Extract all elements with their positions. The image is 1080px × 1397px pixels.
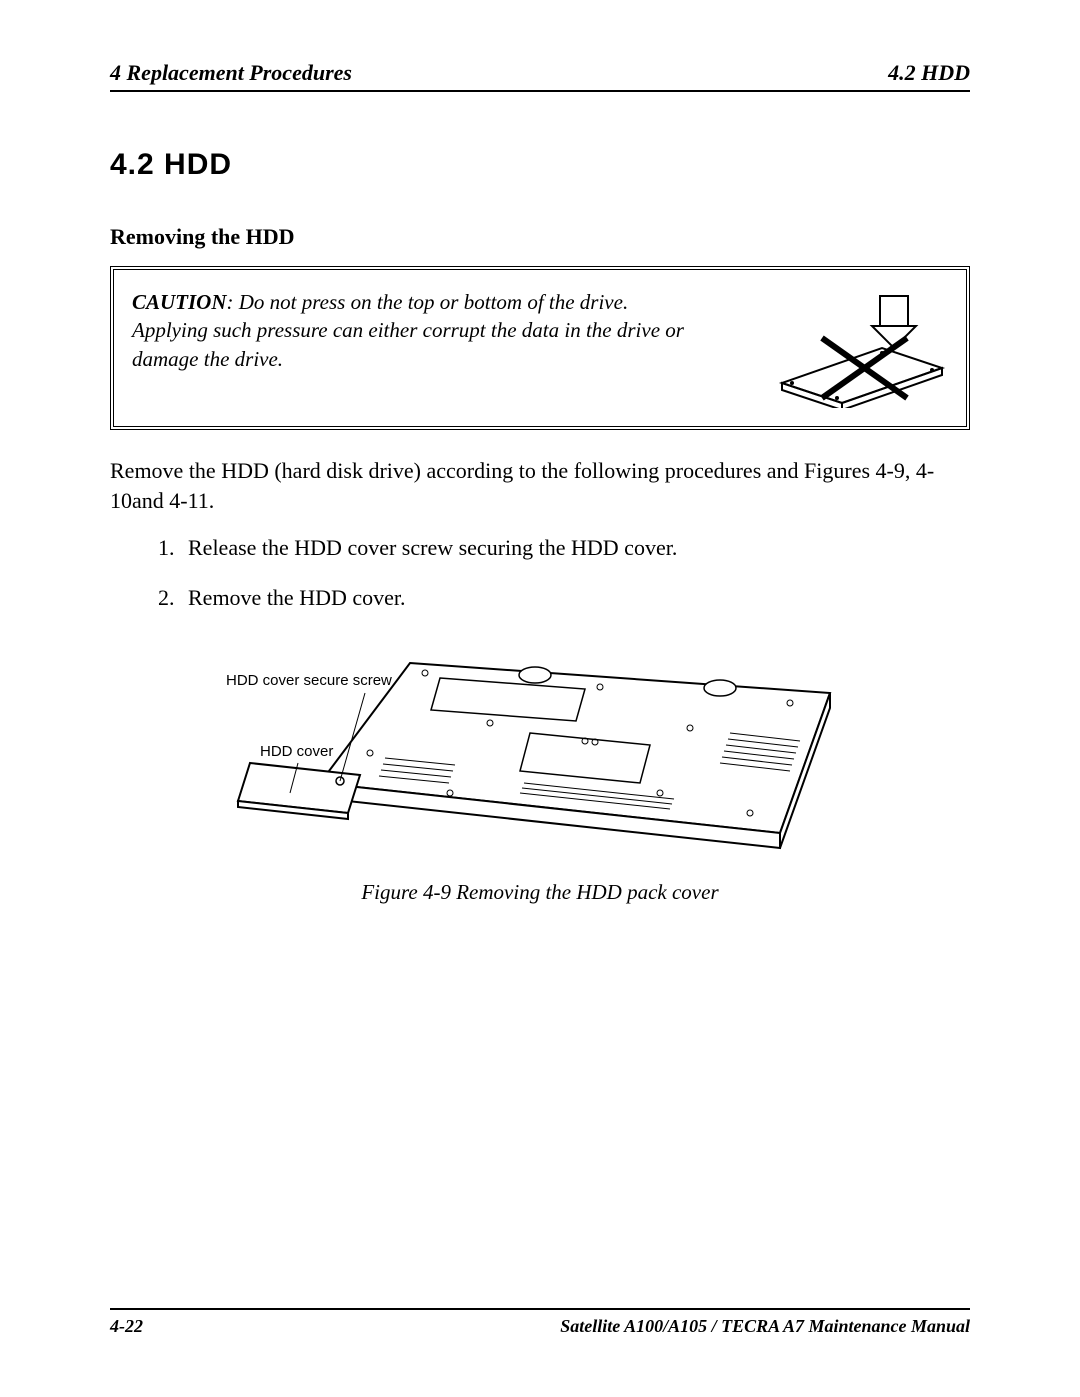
laptop-bottom-diagram: HDD cover secure screw HDD cover xyxy=(190,633,890,863)
caution-line1: : Do not press on the top or bottom of t… xyxy=(227,290,629,314)
steps-list: Release the HDD cover screw securing the… xyxy=(110,533,970,612)
figure-label-screw: HDD cover secure screw xyxy=(226,672,392,689)
caution-text: CAUTION: Do not press on the top or bott… xyxy=(132,288,742,373)
header-right: 4.2 HDD xyxy=(888,60,970,86)
page-container: 4 Replacement Procedures 4.2 HDD 4.2 HDD… xyxy=(110,60,970,1337)
body-paragraph: Remove the HDD (hard disk drive) accordi… xyxy=(110,456,970,515)
caution-box: CAUTION: Do not press on the top or bott… xyxy=(110,266,970,430)
footer-page-number: 4-22 xyxy=(110,1316,143,1337)
step-item: Release the HDD cover screw securing the… xyxy=(180,533,970,563)
figure-4-9: HDD cover secure screw HDD cover Figure … xyxy=(110,633,970,905)
section-title: 4.2 HDD xyxy=(110,148,970,182)
footer-manual-title: Satellite A100/A105 / TECRA A7 Maintenan… xyxy=(560,1316,970,1337)
subheading: Removing the HDD xyxy=(110,224,970,250)
header-left: 4 Replacement Procedures xyxy=(110,60,352,86)
page-header: 4 Replacement Procedures 4.2 HDD xyxy=(110,60,970,92)
figure-caption: Figure 4-9 Removing the HDD pack cover xyxy=(110,880,970,905)
figure-label-cover: HDD cover xyxy=(260,743,333,760)
do-not-press-icon xyxy=(762,288,952,408)
step-item: Remove the HDD cover. xyxy=(180,583,970,613)
page-footer: 4-22 Satellite A100/A105 / TECRA A7 Main… xyxy=(110,1308,970,1337)
caution-line2: Applying such pressure can either corrup… xyxy=(132,318,684,370)
caution-label: CAUTION xyxy=(132,290,227,314)
